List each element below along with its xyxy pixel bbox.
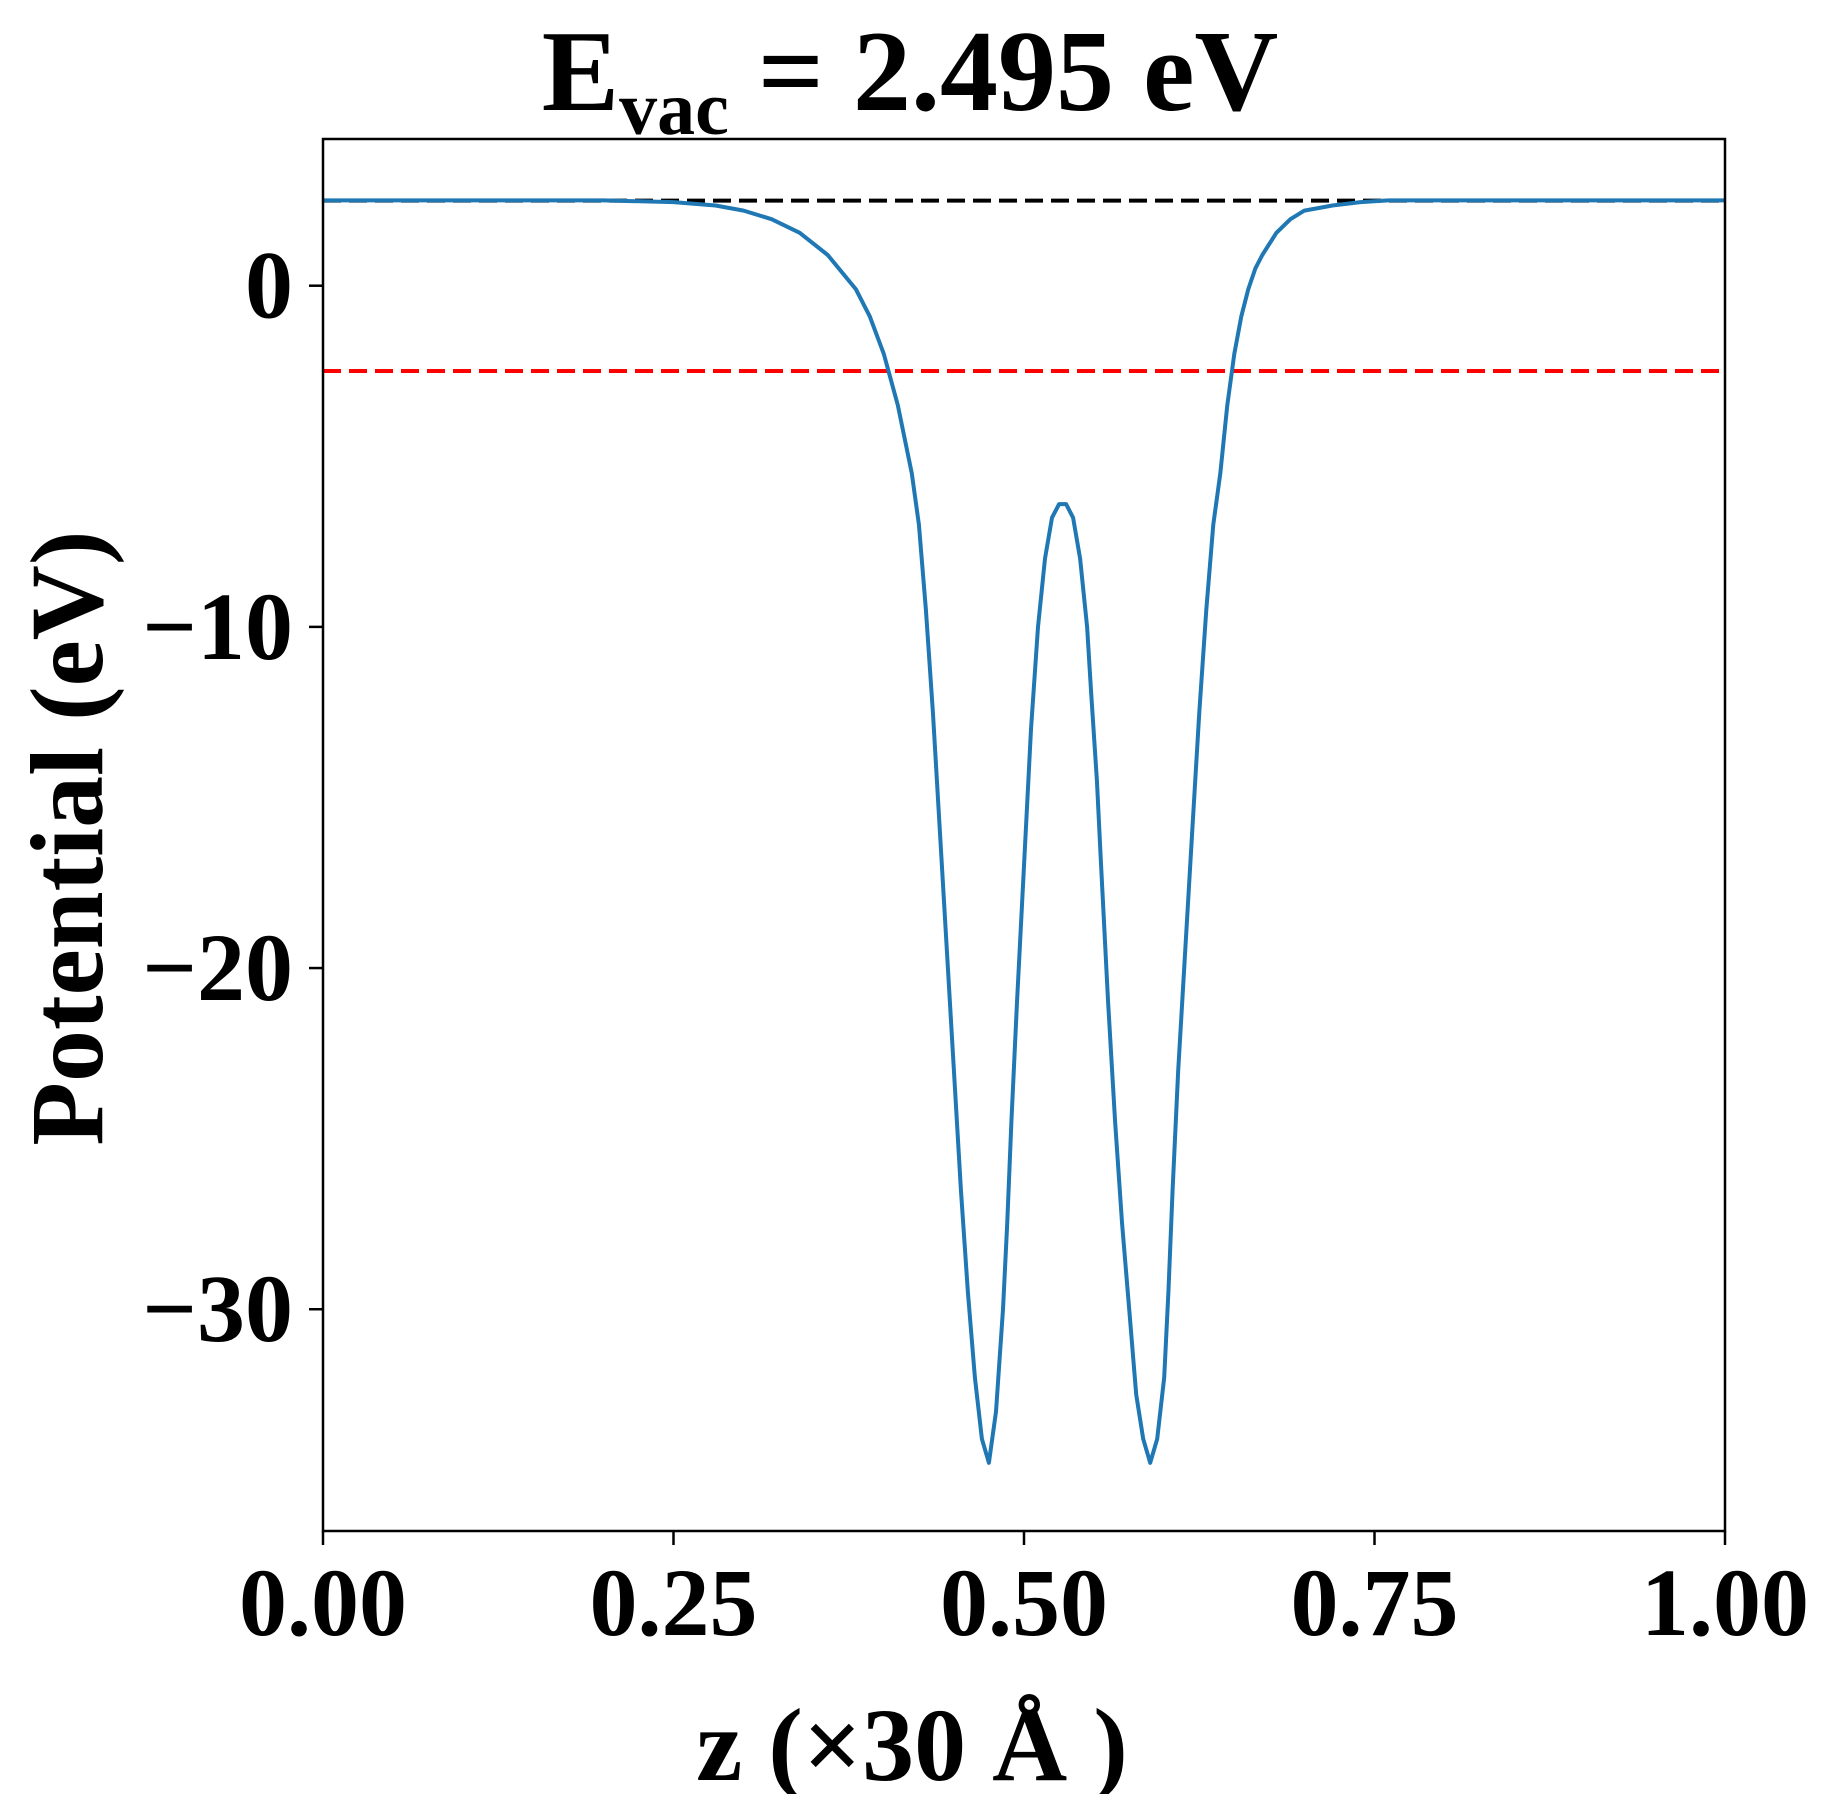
- series-line-0: [323, 198, 1725, 1465]
- x-tick-label: 1.00: [1641, 1549, 1809, 1656]
- plot-content: [323, 198, 1725, 1465]
- x-axis-label: z (×30 Å ): [696, 1688, 1128, 1794]
- x-tick-label: 0.50: [940, 1549, 1108, 1656]
- title-main: E: [542, 8, 619, 136]
- y-tick-label: 0: [245, 232, 293, 339]
- x-tick-label: 0.25: [590, 1549, 758, 1656]
- y-tick-label: −20: [142, 914, 293, 1021]
- svg-text:Evac = 2.495 eV: Evac = 2.495 eV: [542, 8, 1278, 151]
- y-axis-label: Potential (eV): [10, 530, 125, 1145]
- axes: 0.00 0.25 0.50 0.75 1.00 0 −10 −20 −30: [142, 137, 1809, 1656]
- y-tick-label: −10: [142, 573, 293, 680]
- title-subscript: vac: [619, 67, 729, 151]
- x-tick-label: 0.00: [239, 1549, 407, 1656]
- y-tick-label: −30: [142, 1255, 293, 1362]
- plot-area: [323, 198, 1725, 1465]
- title-rest: = 2.495 eV: [729, 8, 1278, 136]
- chart-title: Evac = 2.495 eV: [542, 8, 1278, 151]
- x-tick-label: 0.75: [1291, 1549, 1459, 1656]
